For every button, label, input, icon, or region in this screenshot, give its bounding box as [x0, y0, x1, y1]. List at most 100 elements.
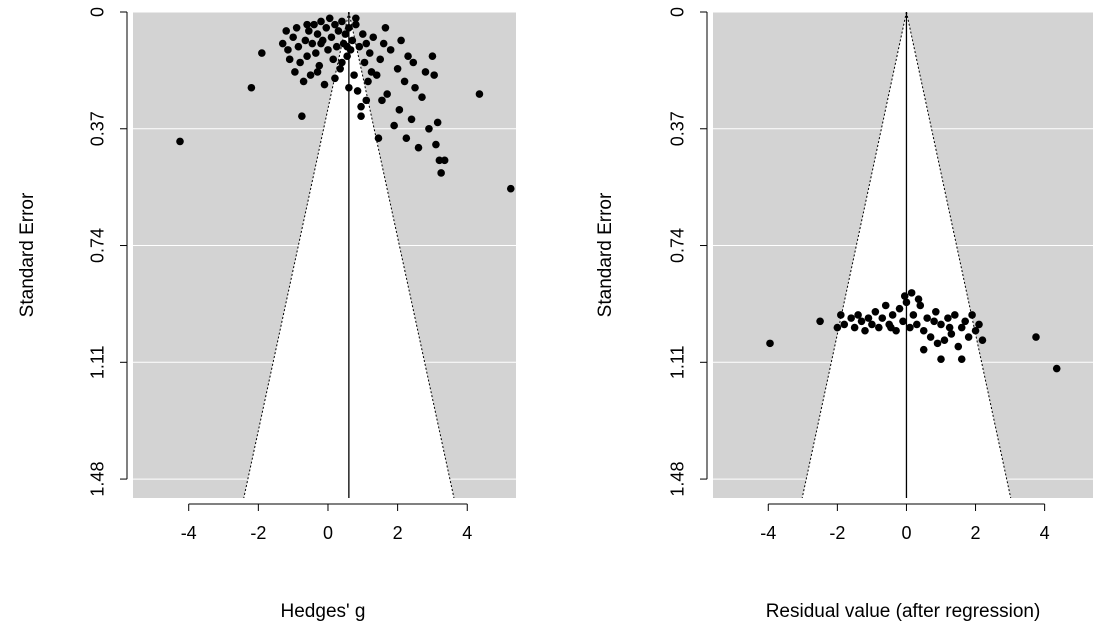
y-axis-title: Standard Error: [595, 192, 616, 317]
data-point: [932, 308, 940, 316]
y-tick-label: 1.11: [667, 345, 687, 379]
data-point: [887, 323, 895, 332]
data-point: [331, 20, 339, 29]
data-point: [926, 333, 935, 341]
data-point: [298, 112, 306, 120]
data-point: [414, 143, 423, 152]
data-point: [954, 342, 963, 351]
y-tick-label: 0.74: [87, 228, 107, 263]
data-point: [933, 339, 942, 348]
data-point: [348, 36, 357, 45]
data-point: [311, 49, 320, 57]
data-point: [320, 80, 329, 89]
data-point: [176, 137, 184, 146]
data-point: [355, 42, 364, 51]
data-point: [360, 58, 369, 67]
data-point: [951, 311, 959, 319]
y-tick-label: 1.48: [87, 462, 107, 497]
data-point: [374, 134, 383, 143]
data-point: [899, 317, 907, 326]
data-point: [947, 330, 956, 338]
x-axis-title: Residual value (after regression): [766, 601, 1041, 622]
x-tick-label: -4: [760, 523, 776, 543]
data-point: [940, 336, 949, 345]
data-point: [357, 112, 365, 120]
data-point: [868, 320, 876, 329]
data-point: [906, 323, 914, 332]
data-point: [386, 46, 395, 54]
data-point: [919, 326, 928, 335]
data-point: [378, 96, 386, 105]
data-point: [816, 317, 824, 326]
data-point: [847, 314, 855, 322]
data-point: [878, 314, 887, 322]
y-axis-title: Standard Error: [17, 192, 38, 317]
data-point: [850, 323, 859, 332]
funnel-right-edge: [905, 12, 1012, 498]
data-point: [362, 96, 371, 105]
data-point: [971, 326, 980, 335]
data-point: [296, 58, 304, 67]
data-point: [937, 320, 945, 329]
data-point: [861, 326, 869, 335]
data-point: [930, 317, 938, 326]
data-point: [282, 27, 291, 35]
data-point: [833, 323, 842, 332]
data-point: [352, 20, 360, 29]
data-point: [968, 311, 976, 319]
data-point: [341, 30, 350, 38]
funnel-plot-left: -4 -2 0 2 4 0 0.37 0.74 1.11 1.48 Hedges' g Stand…: [17, 7, 516, 622]
data-point: [383, 90, 391, 98]
data-point: [506, 184, 515, 193]
data-point: [390, 121, 398, 130]
data-point: [957, 355, 966, 363]
data-point: [294, 42, 303, 51]
data-point: [303, 20, 311, 29]
data-point: [895, 304, 904, 313]
data-point: [1052, 364, 1061, 373]
data-point: [913, 320, 921, 329]
data-point: [407, 115, 416, 124]
data-point: [875, 323, 883, 332]
data-point: [299, 77, 308, 86]
funnel-plot-right: -4 -2 0 2 4 0 0.37 0.74 1.11 1.48 Residual value …: [595, 7, 1093, 622]
data-point: [393, 65, 402, 73]
data-point: [285, 55, 294, 64]
x-tick-label: -2: [829, 523, 845, 543]
data-point: [369, 33, 378, 42]
data-point: [402, 134, 411, 143]
data-point: [914, 295, 923, 303]
data-point: [331, 74, 339, 83]
data-point: [919, 345, 928, 354]
data-point: [409, 58, 418, 67]
data-point: [864, 314, 873, 322]
data-point: [379, 39, 388, 48]
data-point: [343, 42, 351, 51]
data-point: [381, 23, 390, 32]
data-point: [343, 52, 351, 60]
data-point: [909, 311, 918, 319]
x-axis-title: Hedges' g: [281, 601, 366, 622]
data-point: [308, 39, 317, 48]
data-point: [322, 23, 331, 32]
y-tick-label: 1.11: [87, 345, 107, 379]
data-point: [334, 27, 343, 35]
data-point: [362, 39, 371, 48]
x-tick-label: 4: [1040, 523, 1050, 543]
data-point: [303, 52, 311, 60]
data-point: [345, 23, 353, 32]
y-tick-label: 0: [667, 7, 687, 17]
y-tick-label: 0: [87, 7, 107, 17]
data-point: [432, 140, 440, 149]
data-point: [357, 102, 365, 111]
data-point: [376, 55, 385, 64]
funnel-left-edge: [801, 12, 907, 498]
y-tick-label: 0.37: [667, 111, 687, 146]
data-point: [433, 118, 442, 127]
data-point: [395, 106, 404, 114]
data-point: [475, 90, 484, 98]
data-point: [247, 83, 256, 92]
data-point: [291, 68, 299, 76]
data-point: [258, 49, 266, 57]
